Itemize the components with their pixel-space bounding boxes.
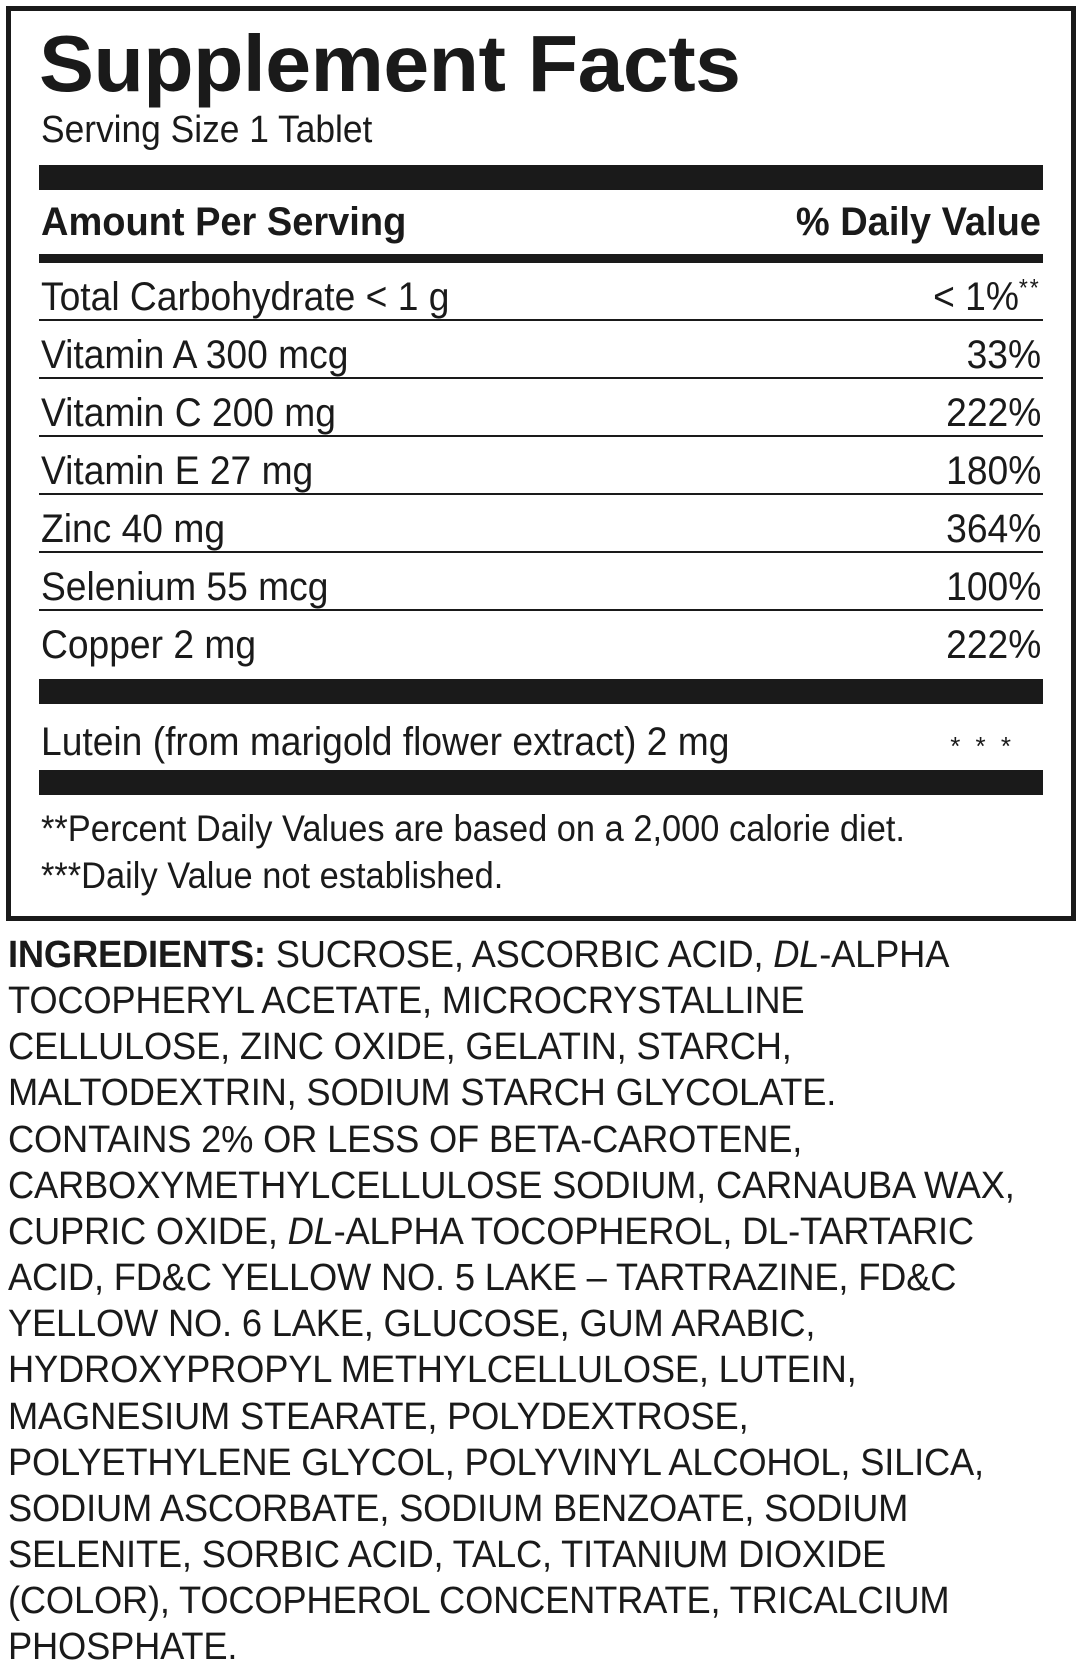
divider-thick-footnotes-top xyxy=(39,770,1043,796)
row-divider xyxy=(39,435,1043,438)
nutrient-name: Vitamin A 300 mcg xyxy=(41,333,349,378)
supplement-facts-panel: Supplement Facts Serving Size 1 Tablet A… xyxy=(6,6,1076,921)
footnote-dv-not-established: ***Daily Value not established. xyxy=(41,855,504,897)
nutrient-name: Vitamin C 200 mg xyxy=(41,391,336,436)
row-divider xyxy=(39,377,1043,380)
column-header-amount-per-serving: Amount Per Serving xyxy=(41,200,407,245)
table-row: Selenium 55 mcg 100% xyxy=(39,553,1043,609)
footnote-daily-values: **Percent Daily Values are based on a 2,… xyxy=(41,808,905,850)
supplement-facts-label: Supplement Facts Serving Size 1 Tablet A… xyxy=(6,6,1076,1668)
nutrient-name: Selenium 55 mcg xyxy=(41,565,329,610)
nutrient-name: Vitamin E 27 mg xyxy=(41,449,314,494)
nutrient-daily-value: < 1%** xyxy=(933,263,1041,320)
other-ingredient-name: Lutein (from marigold flower extract) 2 … xyxy=(41,720,730,765)
serving-size-text: Serving Size 1 Tablet xyxy=(41,109,373,152)
nutrient-daily-value: 33% xyxy=(966,333,1041,378)
divider-medium-header xyxy=(39,254,1043,264)
ingredients-block: INGREDIENTS: SUCROSE, ASCORBIC ACID, DL-… xyxy=(8,932,1026,1671)
nutrient-name: Total Carbohydrate < 1 g xyxy=(41,275,450,320)
ingredients-text-part-3: -ALPHA TOCOPHEROL, DL-TARTARIC ACID, FD&… xyxy=(8,1210,984,1669)
table-row: Zinc 40 mg 364% xyxy=(39,495,1043,551)
table-row: Vitamin A 300 mcg 33% xyxy=(39,321,1043,377)
nutrient-daily-value: 180% xyxy=(945,449,1041,494)
divider-thick-top xyxy=(39,165,1043,191)
row-divider xyxy=(39,319,1043,322)
column-header-daily-value: % Daily Value xyxy=(795,200,1041,245)
table-row: Copper 2 mg 222% xyxy=(39,611,1043,667)
row-divider xyxy=(39,551,1043,554)
ingredients-dl-italic-1: DL xyxy=(773,934,820,976)
nutrient-daily-value: 100% xyxy=(945,565,1041,610)
table-header-row: Amount Per Serving % Daily Value xyxy=(39,190,1043,254)
footnotes-block: **Percent Daily Values are based on a 2,… xyxy=(39,795,1043,904)
divider-thick-other-ingredients-top xyxy=(39,679,1043,705)
ingredients-text-part-1: SUCROSE, ASCORBIC ACID, xyxy=(265,934,774,976)
row-divider xyxy=(39,609,1043,612)
table-row: Vitamin E 27 mg 180% xyxy=(39,437,1043,493)
nutrient-daily-value: 364% xyxy=(945,507,1041,552)
nutrient-dv-value: < 1% xyxy=(933,275,1020,320)
table-row-other-ingredient: Lutein (from marigold flower extract) 2 … xyxy=(39,704,1043,770)
row-divider xyxy=(39,493,1043,496)
page-title: Supplement Facts xyxy=(39,19,741,108)
other-ingredient-footnote-marker: * * * xyxy=(950,731,1015,762)
footnote-marker: ** xyxy=(1019,275,1041,303)
ingredients-label: INGREDIENTS: xyxy=(8,934,266,976)
ingredients-text-part-2: -ALPHA TOCOPHERYL ACETATE, MICROCRYSTALL… xyxy=(8,934,1015,1253)
nutrient-name: Copper 2 mg xyxy=(41,623,257,668)
nutrient-daily-value: 222% xyxy=(945,623,1041,668)
nutrient-daily-value: 222% xyxy=(945,391,1041,436)
ingredients-dl-italic-2: DL xyxy=(287,1210,334,1253)
table-row: Vitamin C 200 mg 222% xyxy=(39,379,1043,435)
table-row: Total Carbohydrate < 1 g < 1%** xyxy=(39,263,1043,319)
nutrient-name: Zinc 40 mg xyxy=(41,507,226,552)
